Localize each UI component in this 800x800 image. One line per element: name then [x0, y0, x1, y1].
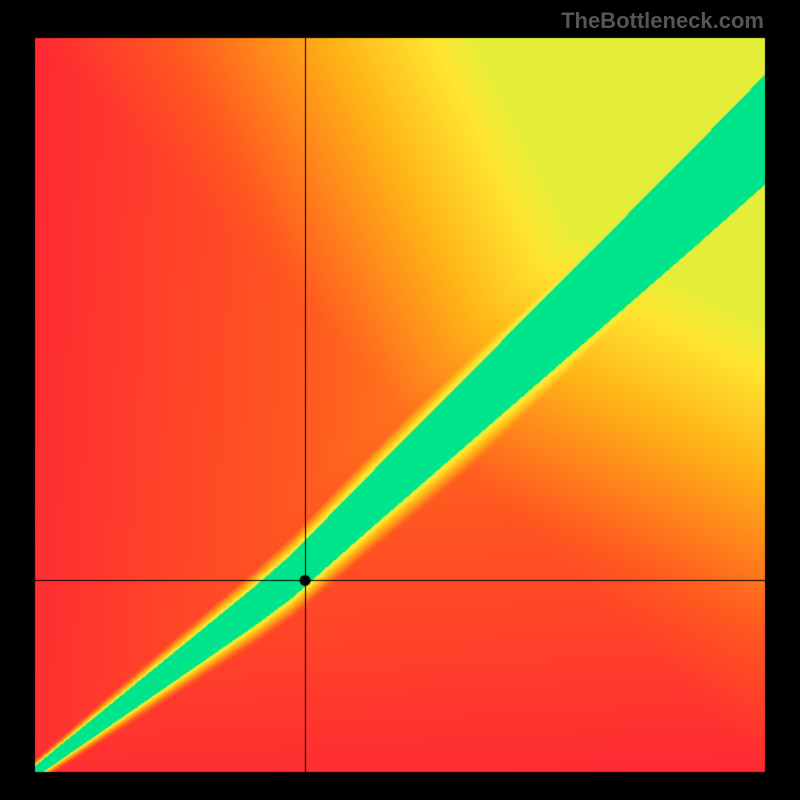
watermark-text: TheBottleneck.com — [561, 8, 764, 34]
chart-container: TheBottleneck.com — [0, 0, 800, 800]
bottleneck-heatmap-canvas — [0, 0, 800, 800]
